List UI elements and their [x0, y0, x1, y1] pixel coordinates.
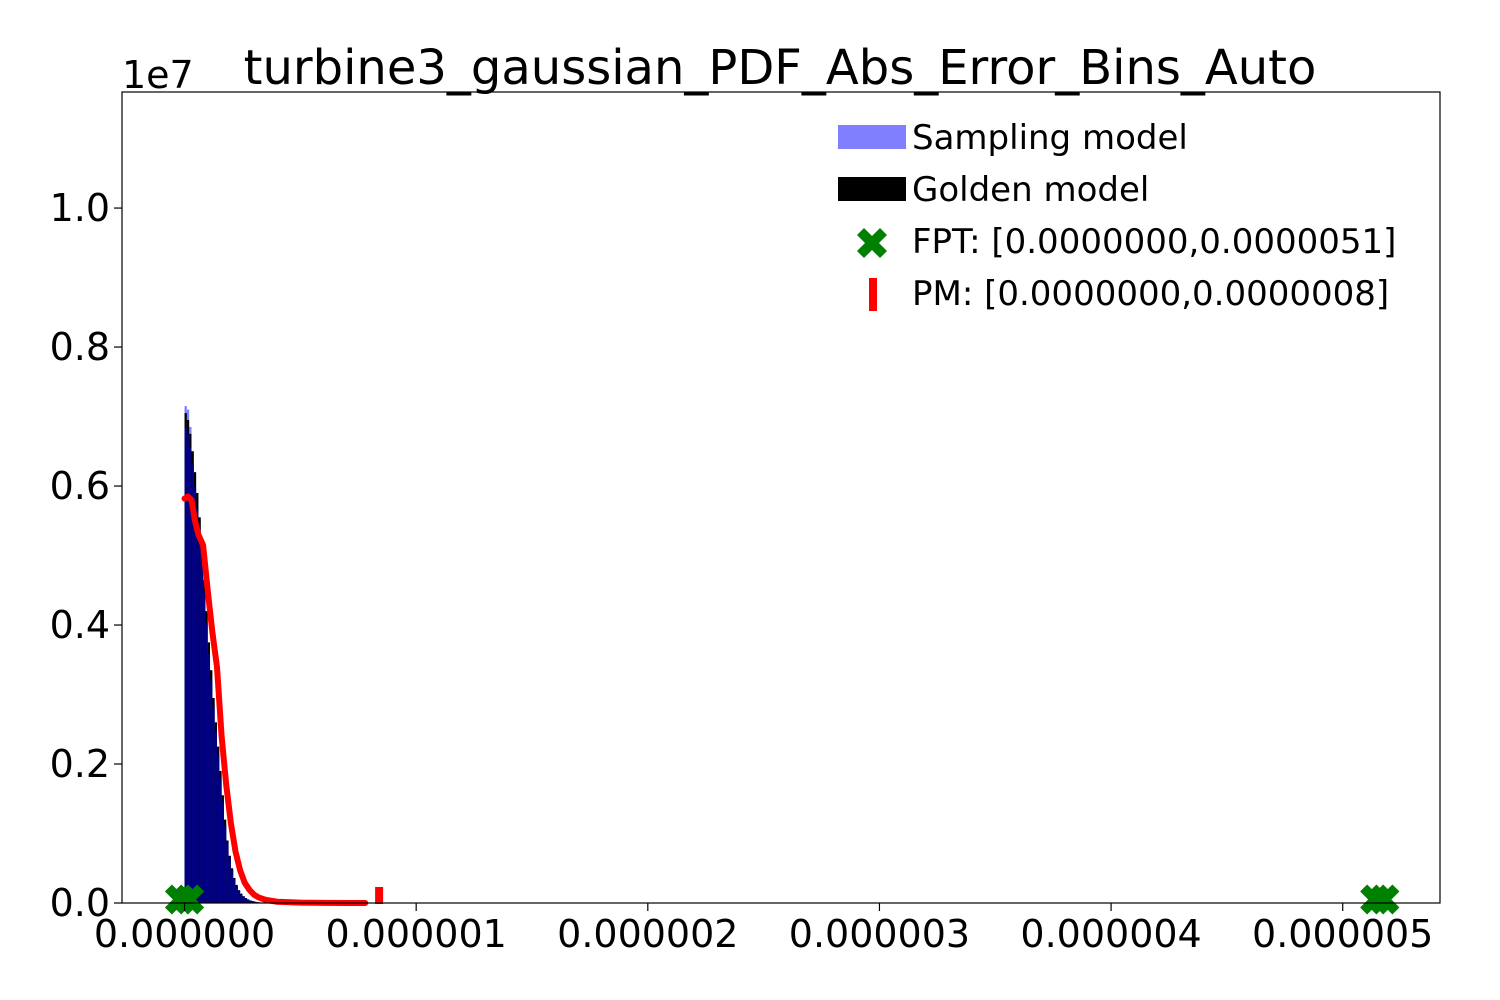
overlap-bar — [226, 843, 229, 903]
overlap-bar — [233, 879, 236, 903]
overlap-bar — [198, 532, 201, 903]
legend-marker-pm — [869, 278, 877, 311]
overlap-bar — [230, 870, 234, 903]
x-tick-label: 0.000005 — [1252, 912, 1433, 956]
overlap-bar — [207, 653, 211, 903]
overlap-bar — [212, 707, 215, 903]
overlap-bar — [200, 562, 204, 903]
overlap-bar — [191, 464, 194, 903]
x-tick-label: 0.000004 — [1020, 912, 1201, 956]
x-tick-label: 0.000003 — [789, 912, 970, 956]
fpt-marker — [174, 884, 205, 915]
legend-swatch-golden — [838, 177, 906, 201]
legend: Sampling model Golden model FPT: [0.0000… — [838, 118, 1396, 314]
overlap-bar — [244, 898, 248, 903]
plot-content — [164, 406, 1400, 915]
legend-label-fpt: FPT: [0.0000000,0.0000051] — [912, 222, 1396, 262]
legend-label-golden: Golden model — [912, 170, 1149, 210]
overlap-bar — [214, 731, 217, 903]
overlap-bar — [254, 901, 257, 903]
x-tick-label: 0.000000 — [94, 912, 275, 956]
overlap-bar — [249, 900, 252, 903]
y-tick-label: 0.4 — [50, 603, 110, 647]
y-tick-label: 0.8 — [50, 325, 110, 369]
y-axis-ticks: 0.0 0.2 0.4 0.6 0.8 1.0 — [50, 186, 122, 925]
y-tick-label: 0.2 — [50, 742, 110, 786]
overlap-bar — [193, 488, 197, 903]
legend-marker-fpt — [857, 228, 887, 258]
overlap-bar — [240, 894, 243, 903]
pm-curve — [181, 493, 369, 906]
y-tick-label: 0.0 — [50, 881, 110, 925]
plot-frame — [121, 91, 1441, 904]
overlap-bar — [203, 592, 206, 903]
legend-swatch-sampling — [838, 125, 906, 149]
overlap-bar — [189, 447, 192, 903]
overlap-bar — [235, 886, 238, 903]
y-offset-text: 1e7 — [122, 53, 194, 97]
x-axis-ticks: 0.000000 0.000001 0.000002 0.000003 0.000004… — [94, 903, 1433, 956]
overlap-bar — [242, 896, 245, 903]
x-tick-label: 0.000002 — [557, 912, 738, 956]
overlap-bar — [221, 801, 224, 903]
legend-label-sampling: Sampling model — [912, 118, 1188, 158]
overlap-bar — [216, 754, 220, 903]
overlap-bar — [228, 858, 231, 903]
overlap-bar — [251, 901, 255, 903]
x-tick-label: 0.000001 — [326, 912, 507, 956]
y-tick-label: 0.6 — [50, 464, 110, 508]
y-tick-label: 1.0 — [50, 186, 110, 230]
overlap-bar — [205, 623, 208, 903]
fpt-marker — [1369, 884, 1400, 915]
overlap-bar — [247, 899, 250, 903]
overlap-bar — [196, 508, 199, 903]
overlap-bar — [184, 427, 187, 903]
overlap-bar — [219, 778, 222, 903]
overlap-bar — [223, 825, 227, 903]
overlap-bar — [186, 434, 190, 903]
chart-title: turbine3_gaussian_PDF_Abs_Error_Bins_Aut… — [244, 40, 1317, 96]
overlap-bar — [237, 890, 241, 903]
overlap-bar — [210, 680, 213, 903]
legend-label-pm: PM: [0.0000000,0.0000008] — [912, 274, 1389, 314]
pm-marker — [375, 887, 384, 904]
